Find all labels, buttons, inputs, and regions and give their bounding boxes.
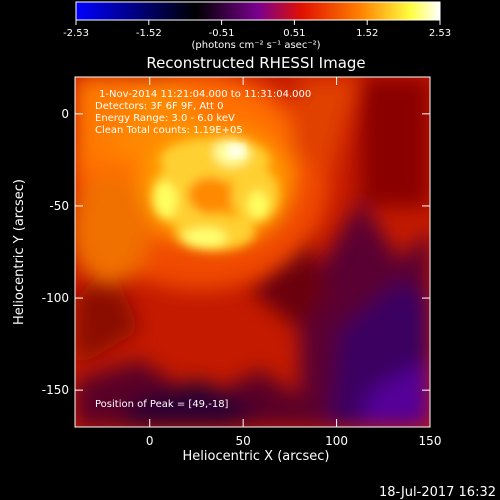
footer-timestamp: 18-Jul-2017 16:32: [379, 485, 496, 500]
y-tick-label: 0: [61, 107, 69, 121]
y-tick-label: -100: [42, 291, 69, 305]
y-tick-label: -150: [42, 383, 69, 397]
annotation-block: 1-Nov-2014 11:21:04.000 to 11:31:04.000D…: [95, 89, 311, 136]
x-tick-label: 150: [419, 434, 442, 448]
y-tick-label: -50: [49, 199, 69, 213]
colorbar-tick-label: -2.53: [63, 28, 89, 39]
x-tick-label: 0: [146, 434, 154, 448]
colorbar-tick-label: 1.52: [356, 28, 378, 39]
colorbar-tick-label: 0.51: [283, 28, 305, 39]
y-axis-label: Heliocentric Y (arcsec): [12, 179, 27, 325]
x-axis-label: Heliocentric X (arcsec): [183, 449, 330, 464]
x-tick-label: 50: [236, 434, 251, 448]
heatmap-image: [75, 77, 430, 427]
colorbar-tick-label: -1.52: [136, 28, 162, 39]
colorbar-tick-label: 2.53: [429, 28, 451, 39]
x-tick-label: 100: [325, 434, 348, 448]
colorbar: [75, 1, 441, 21]
annotation-line: Energy Range: 3.0 - 6.0 keV: [95, 113, 235, 124]
peak-position-label: Position of Peak = [49,-18]: [95, 399, 229, 410]
annotation-line: Detectors: 3F 6F 9F, Att 0: [95, 101, 223, 112]
axis-ticks: 0 50 100 150 0 -50 -100 -150: [42, 77, 442, 448]
plot-frame: [74, 76, 431, 428]
annotation-line: Clean Total counts: 1.19E+05: [95, 125, 243, 136]
colorbar-tick-label: -0.51: [209, 28, 235, 39]
colorbar-ticks: -2.53 -1.52 -0.51 0.51 1.52 2.53: [63, 20, 451, 39]
chart-title: Reconstructed RHESSI Image: [146, 54, 365, 72]
colorbar-unit-label: (photons cm⁻² s⁻¹ asec⁻²): [191, 40, 320, 51]
annotation-line: 1-Nov-2014 11:21:04.000 to 11:31:04.000: [99, 89, 311, 100]
